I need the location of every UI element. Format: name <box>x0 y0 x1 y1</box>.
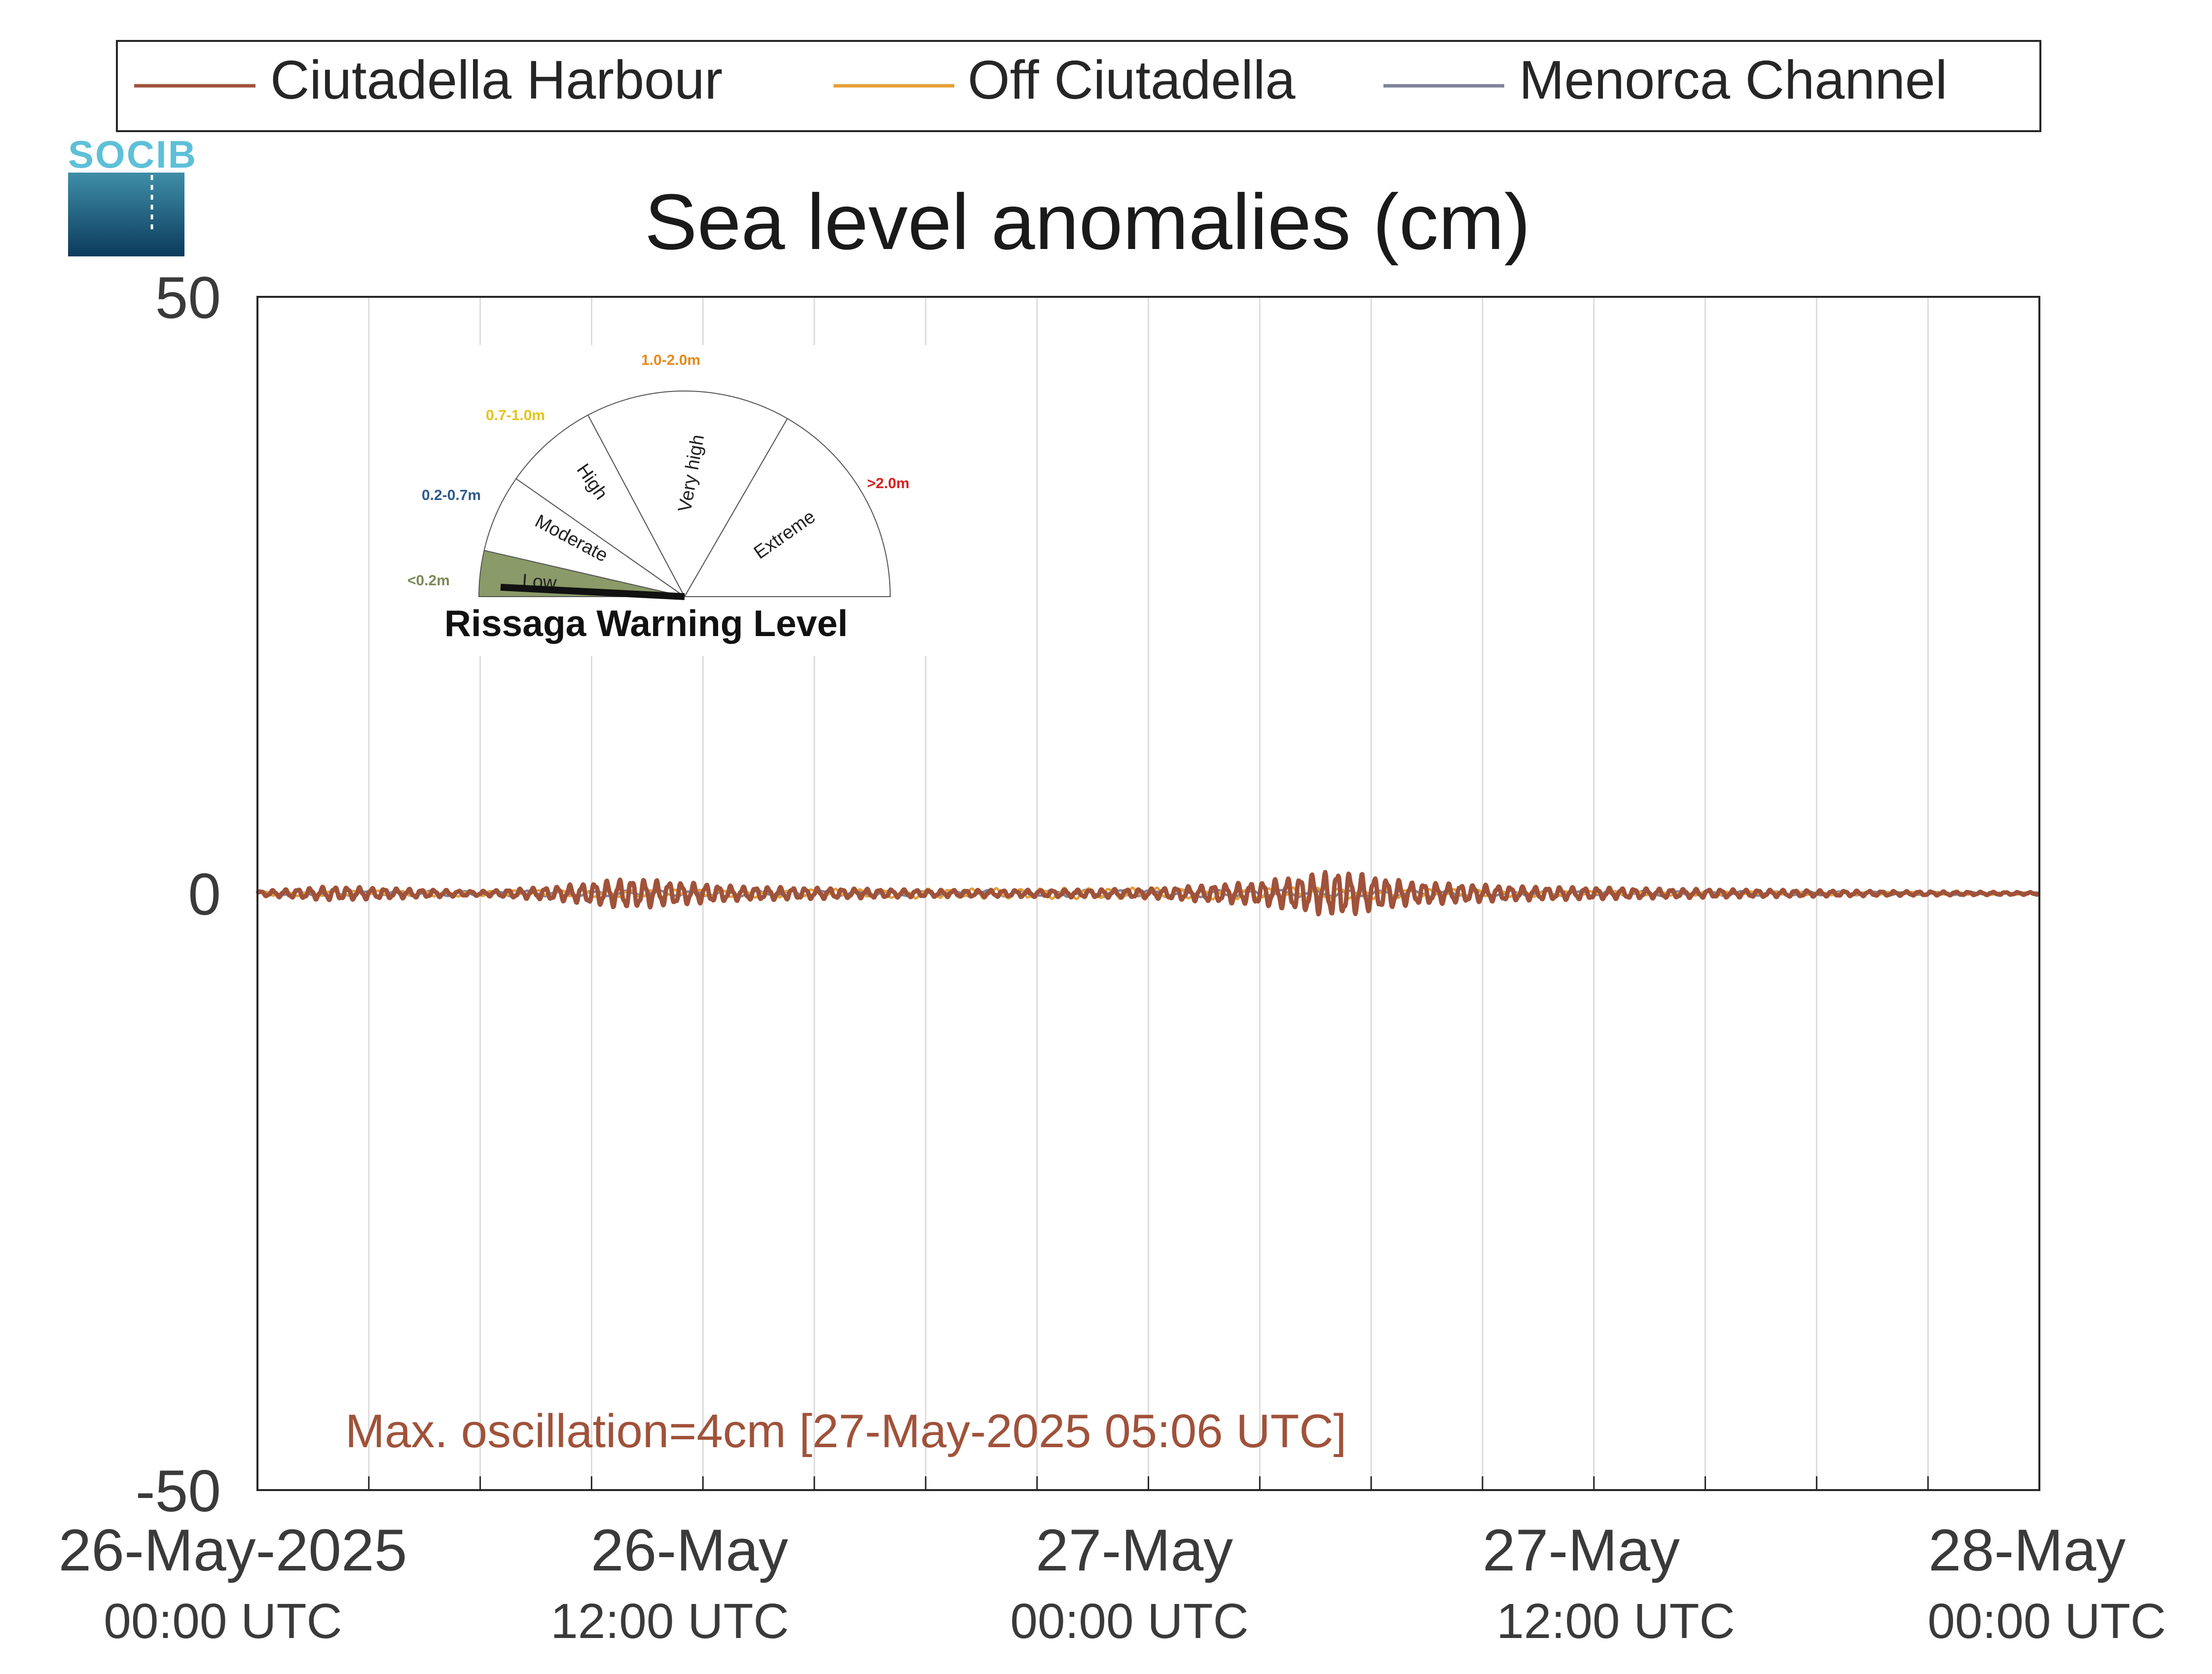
gauge-range-high: 0.7-1.0m <box>486 407 545 424</box>
x-axis: 26-May-2025 00:00 UTC 26-May 12:00 UTC 2… <box>58 1517 2166 1649</box>
legend-label-ciutadella-harbour: Ciutadella Harbour <box>270 50 723 110</box>
gauge-range-low: <0.2m <box>407 572 450 589</box>
gauge-range-extreme: >2.0m <box>867 475 909 492</box>
y-tick-label-minus-50: -50 <box>136 1458 221 1524</box>
gauge-needle <box>500 584 685 600</box>
x-tick-label-3-date: 27-May <box>1483 1517 1680 1583</box>
x-tick-label-2-date: 27-May <box>1036 1517 1233 1583</box>
gauge-sector-moderate <box>483 478 685 597</box>
gauge-range-very-high: 1.0-2.0m <box>641 352 700 368</box>
x-minor-ticks <box>368 1476 1929 1490</box>
gauge-sector-extreme <box>684 418 891 597</box>
legend-box <box>116 40 2041 132</box>
socib-logo: SOCIB <box>68 133 197 256</box>
series-layer <box>255 870 2041 917</box>
x-tick-label-4-date: 28-May <box>1928 1517 2126 1583</box>
x-tick-label-1-date: 26-May <box>591 1517 788 1583</box>
gauge-range-moderate: 0.2-0.7m <box>422 487 481 503</box>
x-tick-label-1-time: 12:00 UTC <box>550 1594 789 1649</box>
series-line-ciutadella-harbour <box>255 870 2041 917</box>
x-tick-label-2-time: 00:00 UTC <box>1010 1594 1249 1649</box>
y-tick-label-0: 0 <box>188 861 221 927</box>
x-tick-label-0-date: 26-May-2025 <box>58 1517 407 1583</box>
legend-label-menorca-channel: Menorca Channel <box>1519 50 1947 110</box>
gauge-sector-very-high <box>587 391 788 598</box>
socib-logo-text: SOCIB <box>68 133 197 176</box>
gauge-sector-high <box>515 414 685 597</box>
legend-label-off-ciutadella: Off Ciutadella <box>968 50 1296 110</box>
x-tick-label-0-time: 00:00 UTC <box>104 1594 342 1649</box>
gauge-title: Rissaga Warning Level <box>444 603 848 644</box>
chart-title: Sea level anomalies (cm) <box>645 178 1530 266</box>
socib-logo-block <box>68 173 184 256</box>
rissaga-warning-gauge: Low Moderate High Very high Extreme <0.2… <box>395 345 927 656</box>
y-tick-label-50: 50 <box>155 265 221 331</box>
x-tick-label-3-time: 12:00 UTC <box>1496 1594 1735 1649</box>
y-axis: 50 0 -50 <box>136 265 221 1524</box>
x-tick-label-4-time: 00:00 UTC <box>1927 1594 2166 1649</box>
max-oscillation-annotation: Max. oscillation=4cm [27-May-2025 05:06 … <box>345 1405 1346 1458</box>
legend: Ciutadella Harbour Off Ciutadella Menorc… <box>116 40 2041 132</box>
plot-frame <box>256 296 2040 1491</box>
